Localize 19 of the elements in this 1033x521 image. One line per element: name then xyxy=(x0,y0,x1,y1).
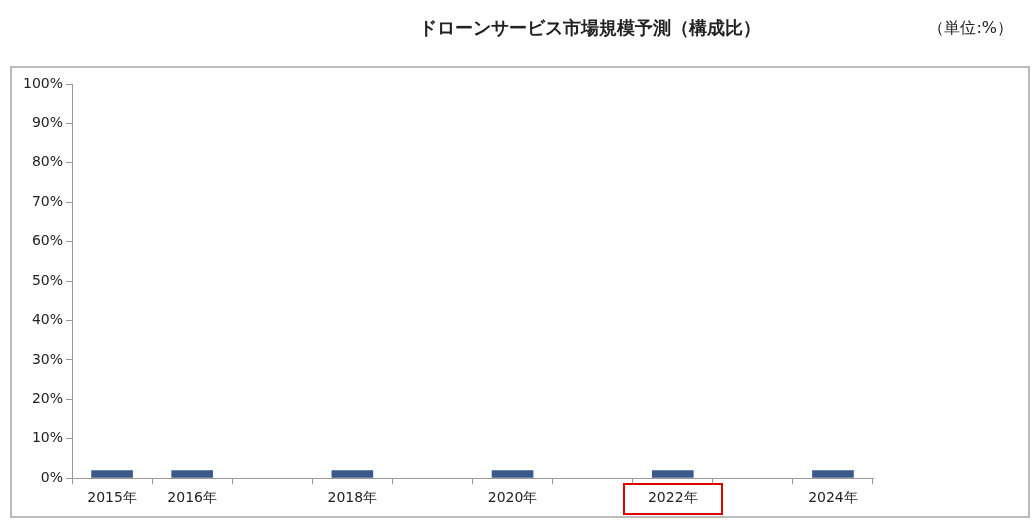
x-tick-label: 2022年 xyxy=(647,489,698,506)
y-tick-label: 100% xyxy=(22,74,64,91)
y-tick-label: 90% xyxy=(31,114,64,131)
y-tick-label: 0% xyxy=(40,468,64,485)
y-tick-label: 70% xyxy=(31,192,64,209)
y-tick-label: 20% xyxy=(31,390,64,406)
y-tick-label: 80% xyxy=(31,153,64,170)
x-tick-label: 2015年 xyxy=(87,489,137,506)
x-tick-label: 2018年 xyxy=(327,489,378,506)
y-tick-label: 60% xyxy=(31,232,64,249)
text: （単位:%） xyxy=(928,18,1013,39)
y-tick-label: 40% xyxy=(31,311,64,328)
x-tick-label: 2016年 xyxy=(167,489,217,506)
chart-title: ドローンサービス市場規模予測（構成比） xyxy=(418,16,762,40)
y-tick-label: 10% xyxy=(31,429,64,446)
y-tick-label: 50% xyxy=(31,271,64,288)
x-tick-label: 2024年 xyxy=(808,489,858,506)
y-tick-label: 30% xyxy=(31,350,64,367)
x-tick-label: 2020年 xyxy=(487,489,538,506)
